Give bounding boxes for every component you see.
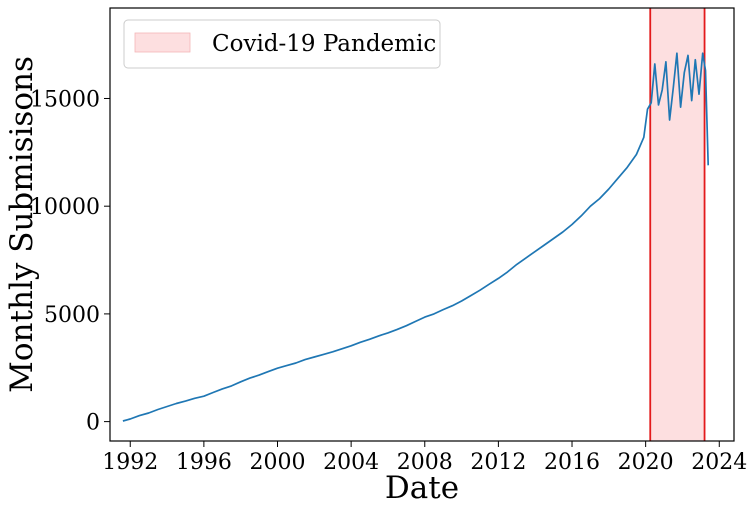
x-tick-label: 1996 [176, 450, 232, 475]
y-tick-label: 0 [86, 411, 100, 436]
x-tick-label: 2008 [397, 450, 453, 475]
x-tick-label: 2016 [544, 450, 600, 475]
legend: Covid-19 Pandemic [123, 19, 441, 69]
plot-frame [109, 7, 735, 442]
x-tick-label: 1992 [102, 450, 158, 475]
x-axis-ticks: 1992 1996 2000 2004 2008 2012 2016 2020 2024 [102, 441, 747, 475]
legend-swatch-covid [134, 32, 191, 53]
legend-label-covid: Covid-19 Pandemic [212, 31, 436, 57]
y-tick-label: 15000 [30, 87, 100, 112]
series-layer [122, 52, 710, 422]
series-line-0 [122, 52, 710, 422]
y-axis-label: Monthly Submisisons [4, 56, 40, 393]
y-tick-label: 10000 [30, 195, 100, 220]
legend-box [123, 19, 441, 69]
covid-shaded-region [649, 8, 706, 441]
x-tick-label: 2012 [470, 450, 526, 475]
y-axis-ticks: 0 5000 10000 15000 [30, 87, 110, 436]
x-axis-label: Date [385, 470, 459, 506]
x-tick-label: 2000 [250, 450, 306, 475]
x-tick-label: 2004 [323, 450, 379, 475]
x-tick-label: 2024 [691, 450, 747, 475]
x-tick-label: 2020 [618, 450, 674, 475]
covid-region-fill [650, 8, 705, 441]
y-tick-label: 5000 [44, 303, 100, 328]
